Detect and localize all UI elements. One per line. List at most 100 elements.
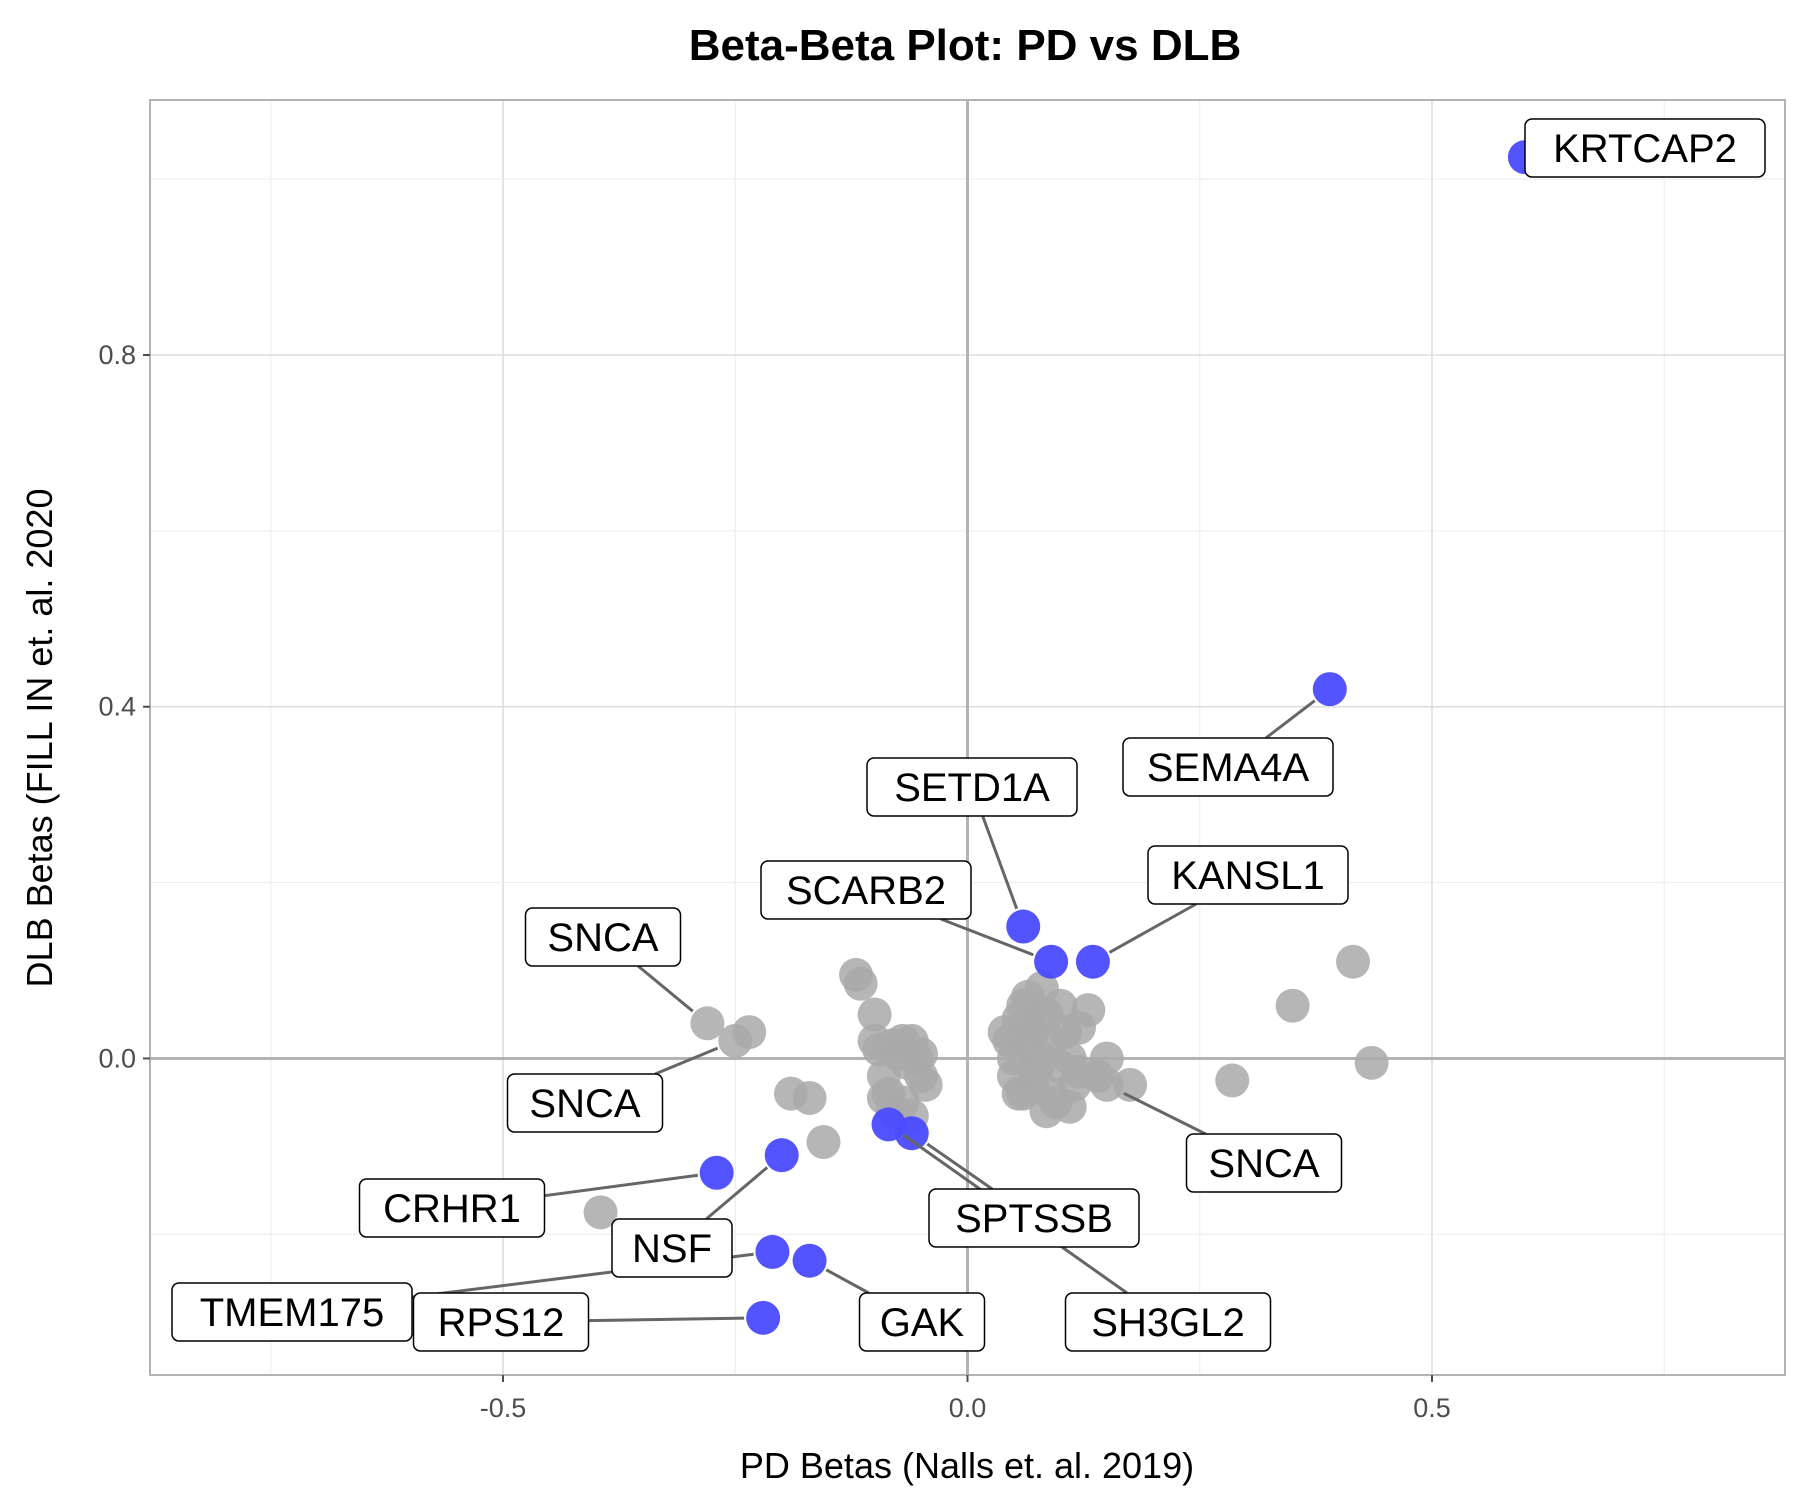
data-point-crhr1 [699,1155,734,1190]
data-point-scarb2 [1034,944,1069,979]
gene-label-sptssb: SPTSSB [928,1188,1140,1248]
data-point [1001,1001,1036,1036]
label-box [1064,1292,1272,1352]
label-text: SNCA [529,1082,640,1126]
data-point [843,966,878,1001]
label-text: SEMA4A [1147,746,1310,790]
label-text: SCARB2 [786,869,946,913]
gene-label-snca: SNCA [524,907,682,967]
data-point-kansl1 [1075,944,1110,979]
y-axis-label: DLB Betas (FILL IN et. al. 2020 [19,489,60,988]
y-tick-label: 0.4 [98,692,136,722]
data-point [908,1067,943,1102]
data-point [1015,1067,1050,1102]
data-point-snca [690,1006,725,1041]
highlighted-points [699,140,1542,1335]
label-box [866,757,1078,817]
leader-line-rps12 [588,1316,745,1323]
label-text: SNCA [1208,1142,1319,1186]
label-text: KANSL1 [1171,854,1324,898]
data-point [857,997,892,1032]
gene-labels: KRTCAP2 SEMA4A SETD1A KANSL1 SCARB2 SPTSSB SH3… [171,118,1766,1352]
data-point [1089,1041,1124,1076]
data-point [1336,944,1371,979]
data-point [1071,993,1106,1028]
label-box [1524,118,1766,178]
label-box [1185,1133,1343,1193]
y-tick-label: 0.0 [98,1043,136,1073]
chart-title: Beta-Beta Plot: PD vs DLB [689,21,1242,70]
data-point-snca [1089,1067,1124,1102]
data-point [1061,1054,1096,1089]
label-box [171,1282,413,1342]
label-text: SNCA [547,916,658,960]
gene-label-crhr1: CRHR1 [358,1178,546,1238]
x-tick-label: 0.5 [1413,1393,1451,1423]
label-text: SPTSSB [955,1197,1113,1241]
leader-line-kansl1 [1108,902,1197,954]
data-point-nsf [764,1138,799,1173]
gene-label-rps12: RPS12 [412,1292,590,1352]
data-point [1275,988,1310,1023]
label-text: CRHR1 [383,1187,521,1231]
data-point [1052,1089,1087,1124]
gene-label-nsf: NSF [611,1218,733,1278]
label-text: GAK [880,1301,965,1345]
data-point-rps12 [746,1300,781,1335]
x-axis-label: PD Betas (Nalls et. al. 2019) [740,1445,1194,1486]
label-box [506,1073,664,1133]
label-box [858,1292,986,1352]
zero-reference-lines [150,100,1785,1375]
x-axis-ticks: -0.5 0.0 0.5 [480,1375,1451,1423]
data-point [1113,1067,1148,1102]
label-box [524,907,682,967]
label-box [760,860,972,920]
gene-label-snca: SNCA [506,1073,664,1133]
y-tick-label: 0.8 [98,340,136,370]
data-point-tmem175 [755,1234,790,1269]
leader-line-sptssb [926,1142,994,1191]
label-box [358,1178,546,1238]
leader-line-nsf [705,1166,769,1221]
leader-line-snca [654,1046,719,1076]
gene-label-sema4a: SEMA4A [1122,737,1334,797]
label-text: SH3GL2 [1091,1301,1244,1345]
label-text: SETD1A [894,766,1050,810]
snca-points [690,1006,1124,1102]
gene-label-snca: SNCA [1185,1133,1343,1193]
data-point-snca [718,1023,753,1058]
label-text: RPS12 [438,1301,565,1345]
data-point-sema4a [1312,672,1347,707]
unlabeled-points [583,944,1389,1230]
gene-label-kansl1: KANSL1 [1147,845,1349,905]
x-tick-label: 0.0 [949,1393,987,1423]
data-point [806,1124,841,1159]
leader-line-gak [825,1268,870,1295]
label-text: NSF [632,1227,712,1271]
label-box [928,1188,1140,1248]
leader-line-snca [1123,1091,1207,1136]
data-point [583,1195,618,1230]
data-point [792,1081,827,1116]
data-point [866,1081,901,1116]
x-tick-label: -0.5 [480,1393,527,1423]
gene-label-krtcap2: KRTCAP2 [1524,118,1766,178]
data-point-setd1a [1006,909,1041,944]
leader-line-sema4a [1265,699,1316,740]
gene-label-tmem175: TMEM175 [171,1282,413,1342]
label-text: KRTCAP2 [1553,127,1737,171]
data-point [1354,1045,1389,1080]
gene-label-gak: GAK [858,1292,986,1352]
label-text: TMEM175 [200,1291,385,1335]
label-box [611,1218,733,1278]
gene-label-scarb2: SCARB2 [760,860,972,920]
data-point [1215,1063,1250,1098]
data-point-gak [792,1243,827,1278]
gene-label-sh3gl2: SH3GL2 [1064,1292,1272,1352]
leader-line-snca [637,964,694,1013]
leader-line-scarb2 [940,917,1034,957]
data-point-sh3gl2 [871,1107,906,1142]
leader-line-crhr1 [544,1173,699,1198]
label-box [1122,737,1334,797]
